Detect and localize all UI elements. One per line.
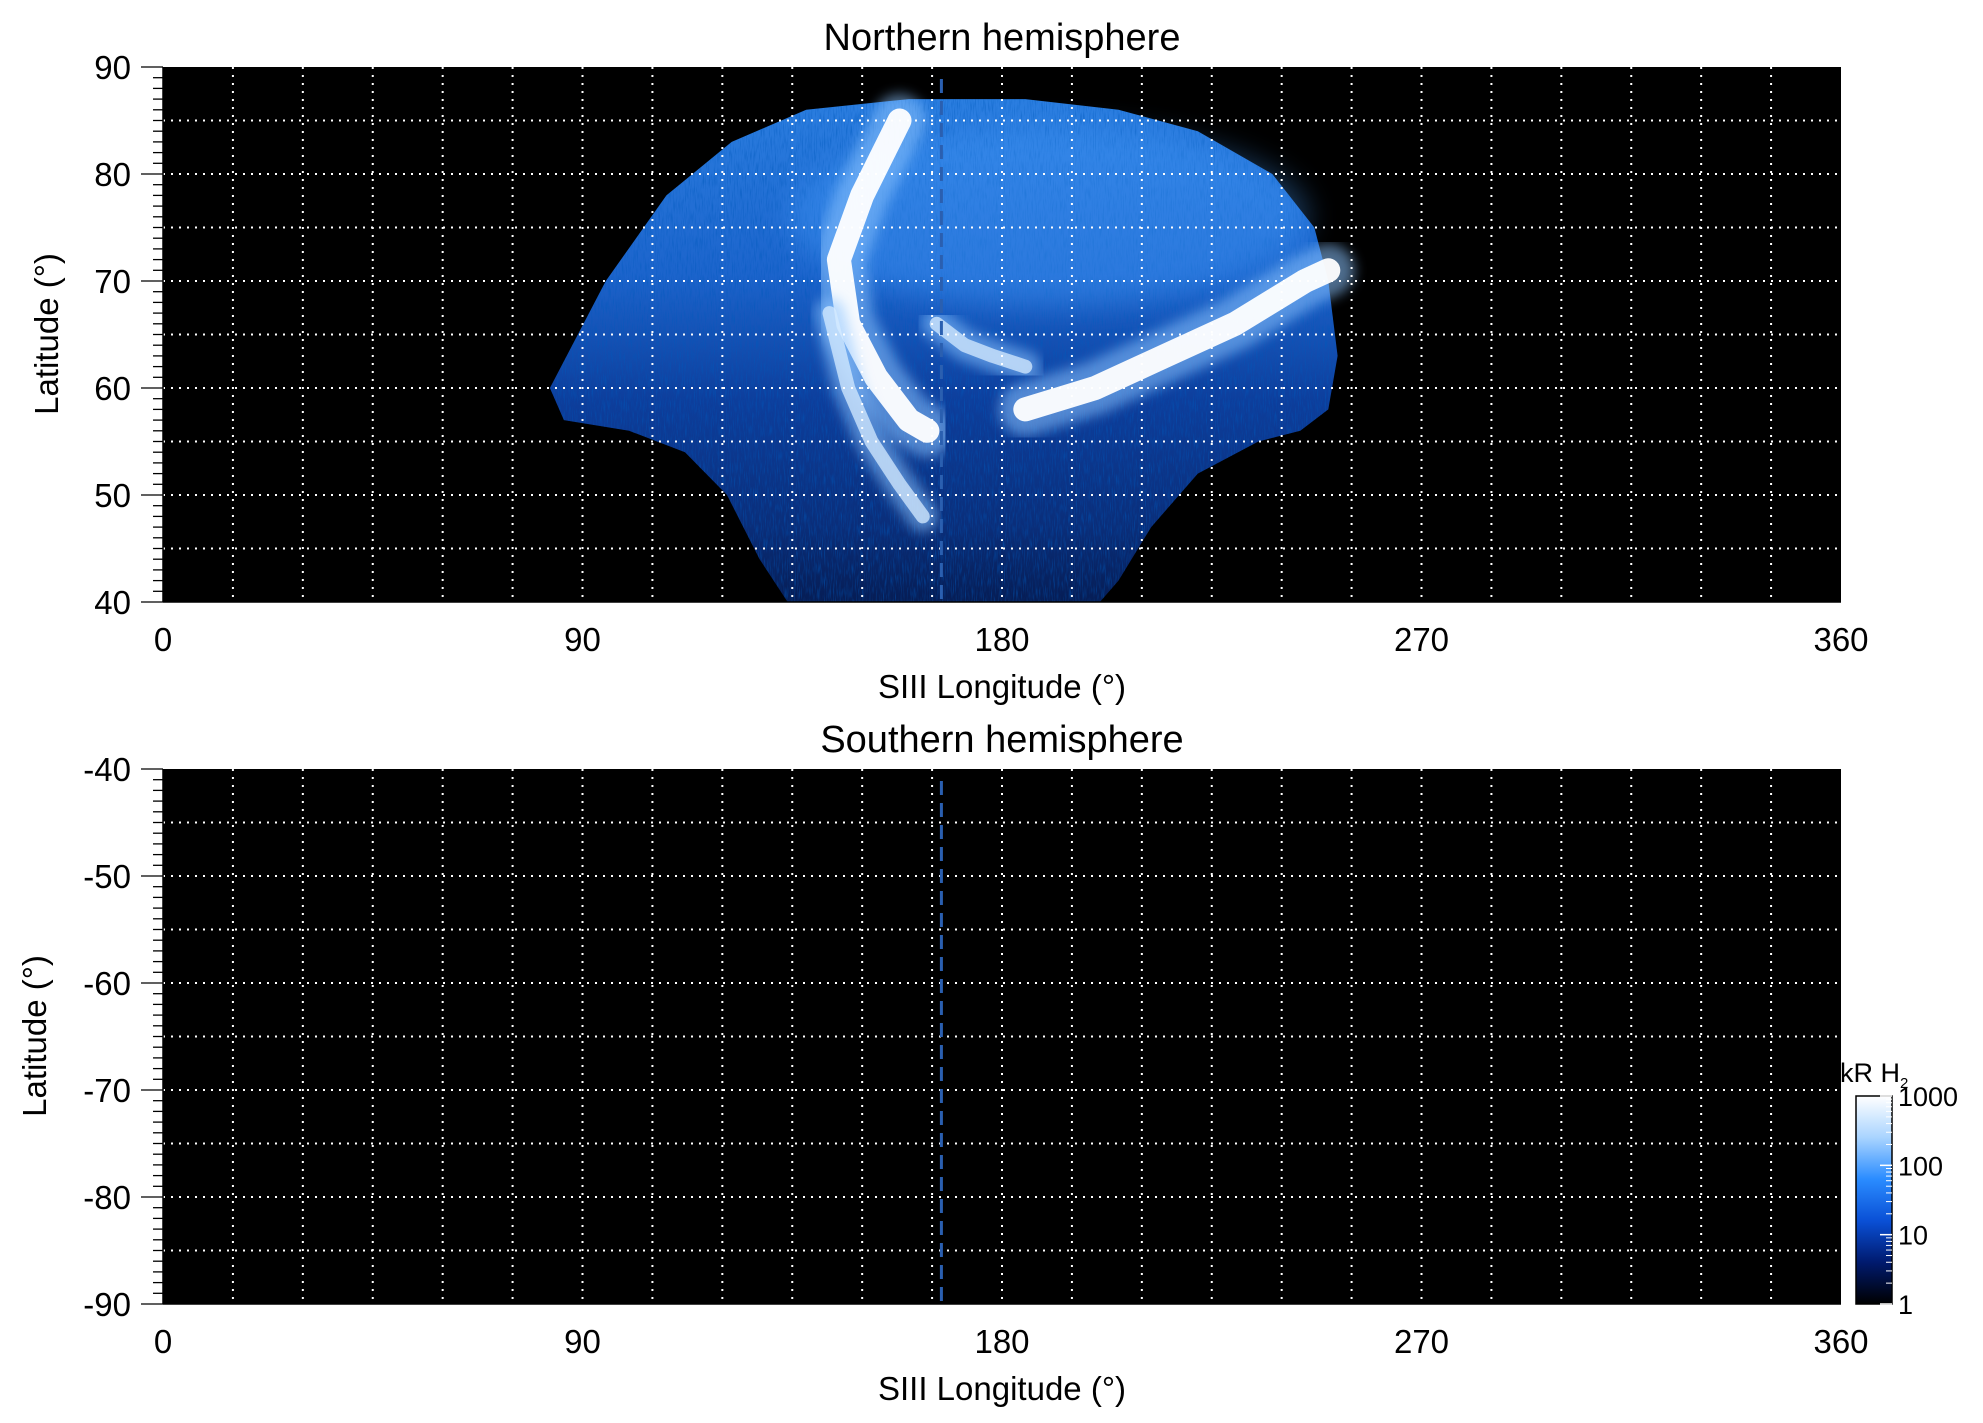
colorbar-gradient [1855,1095,1893,1305]
north-auroral-emission [549,94,1355,602]
colorbar-label: kR H2 [1840,1058,1908,1092]
north-y-axis-label: Latitude (°) [28,253,65,415]
north-axes: 40 50 60 70 80 90 0 90 180 270 360 [94,49,1868,658]
y-tick-label: -70 [83,1072,131,1109]
x-tick-label: 90 [564,621,601,658]
colorbar-label-text: kR H [1840,1058,1900,1088]
y-tick-label: 80 [94,156,131,193]
southern-hemisphere-panel: Southern hemisphere -40 -50 -60 -70 -80 -90 0 9… [16,719,1869,1407]
colorbar-ticks: 1 10 100 1000 [1880,1082,1958,1320]
x-tick-label: 0 [154,621,172,658]
y-tick-label: -90 [83,1286,131,1323]
north-grid [163,67,1841,602]
x-tick-label: 360 [1813,621,1868,658]
x-tick-label: 90 [564,1323,601,1360]
y-tick-label: 40 [94,584,131,621]
south-grid [163,769,1841,1304]
north-panel-title: Northern hemisphere [824,17,1181,59]
feature-polar_patch [929,316,1033,374]
y-tick-label: 70 [94,263,131,300]
y-tick-label: 50 [94,477,131,514]
y-tick-label: -50 [83,858,131,895]
x-tick-label: 270 [1394,621,1449,658]
y-tick-label: -40 [83,751,131,788]
colorbar: kR H2 1 10 100 1000 [1840,1058,1958,1320]
south-x-axis-label: SIII Longitude (°) [878,1370,1126,1407]
colorbar-tick-label: 1000 [1898,1082,1958,1112]
colorbar-label-subscript: 2 [1900,1075,1908,1092]
colorbar-tick-label: 100 [1898,1151,1943,1181]
x-tick-label: 180 [974,1323,1029,1360]
y-tick-label: 90 [94,49,131,86]
south-panel-title: Southern hemisphere [820,719,1183,761]
south-y-axis-label: Latitude (°) [16,955,53,1117]
northern-hemisphere-panel: Northern hemisphere 40 50 60 70 80 90 0 90 180 27… [28,17,1869,705]
colorbar-tick-label: 1 [1898,1290,1913,1320]
x-tick-label: 180 [974,621,1029,658]
y-tick-label: -60 [83,965,131,1002]
y-tick-label: 60 [94,370,131,407]
colorbar-tick-label: 10 [1898,1221,1928,1251]
feature-main_oval_east [1013,258,1341,422]
north-x-axis-label: SIII Longitude (°) [878,668,1126,705]
south-axes: -40 -50 -60 -70 -80 -90 0 90 180 270 360 [83,751,1868,1360]
y-tick-label: -80 [83,1179,131,1216]
x-tick-label: 270 [1394,1323,1449,1360]
polar-glow [788,126,1309,307]
x-tick-label: 0 [154,1323,172,1360]
x-tick-label: 360 [1813,1323,1868,1360]
